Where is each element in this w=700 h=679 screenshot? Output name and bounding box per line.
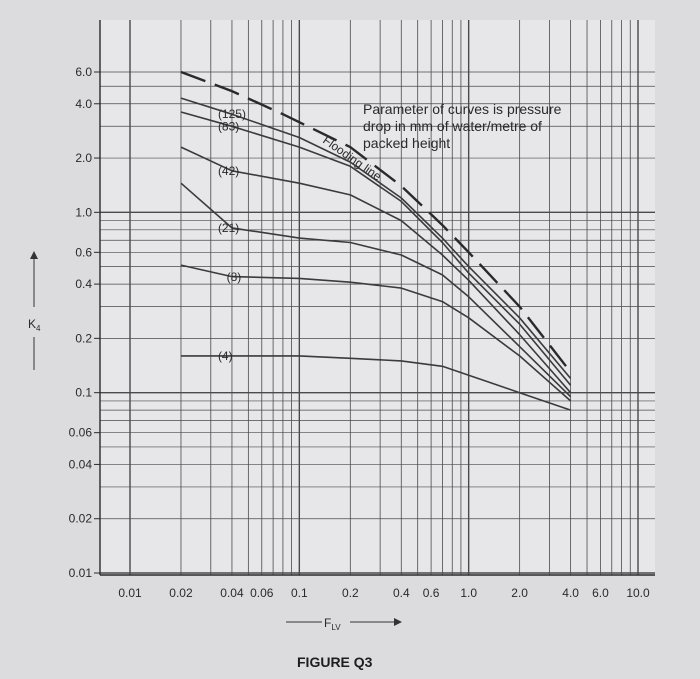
figure-caption: FIGURE Q3 [297,654,373,670]
y-tick-labels: 6.0 4.0 2.0 1.0 0.6 0.4 0.2 0.1 0.06 0.04 0.02 0.01 [69,65,100,580]
y-tick-label: 1.0 [75,205,92,219]
curve-label: (21) [218,221,239,235]
x-tick-label: 6.0 [592,586,609,600]
x-tick-label: 1.0 [460,586,477,600]
pressure-drop-curve [180,264,572,402]
pressure-drop-curve [180,97,572,379]
y-tick-label: 0.4 [75,277,92,291]
x-tick-label: 0.1 [291,586,308,600]
curve-labels: (125)(83) (42) (21) (8) (4) [218,107,246,363]
x-tick-label: 0.06 [250,586,274,600]
pressure-drop-curve [180,182,572,398]
x-tick-label: 0.4 [393,586,410,600]
x-tick-label: 0.04 [220,586,244,600]
curve-label: (8) [227,270,242,284]
y-tick-label: 0.06 [69,426,93,440]
pressure-drop-curve [180,146,572,394]
axes [99,20,655,576]
x-tick-label: 0.2 [342,586,359,600]
x-tick-labels: 0.01 0.02 0.04 0.06 0.1 0.2 0.4 0.6 1.0 2.0 4.0 6.0… [118,586,650,600]
x-tick-label: 0.01 [118,586,142,600]
x-tick-label: 0.6 [423,586,440,600]
curve-label: (4) [218,349,233,363]
pressure-drop-curve [180,111,572,386]
x-tick-label: 4.0 [562,586,579,600]
x-axis-label: FLV [286,616,402,632]
y-tick-label: 0.02 [69,512,93,526]
plot-paper [100,20,655,575]
y-tick-label: 0.04 [69,457,93,471]
curve-label: (42) [218,164,239,178]
x-tick-label: 0.02 [169,586,193,600]
x-tick-label: 10.0 [626,586,650,600]
y-tick-label: 0.6 [75,245,92,259]
y-tick-label: 6.0 [75,65,92,79]
x-axis-label-text: FLV [324,616,341,632]
x-tick-label: 2.0 [511,586,528,600]
curve-parameter-annotation: Parameter of curves is pressure drop in m… [363,101,562,151]
y-tick-label: 4.0 [75,97,92,111]
y-tick-label: 0.2 [75,331,92,345]
pressure-drop-curve [181,355,571,411]
curve-label: (125) [218,107,246,121]
y-axis-label: K4 [28,251,41,370]
flooding-line [180,70,572,373]
y-tick-label: 0.1 [75,386,92,400]
curve-label: (83) [218,119,239,133]
curves [180,70,572,411]
y-tick-label: 2.0 [75,151,92,165]
y-axis-label-text: K4 [28,317,41,333]
y-tick-label: 0.01 [69,566,93,580]
